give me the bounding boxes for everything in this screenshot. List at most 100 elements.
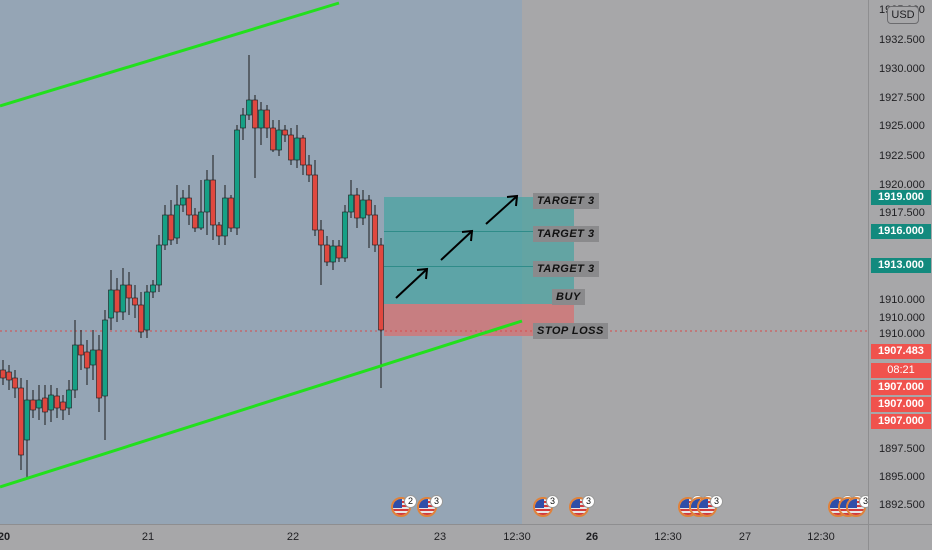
target-low-price-badge: 1913.000 — [871, 258, 931, 273]
bear-candle — [168, 214, 174, 241]
stop-loss-price-badge-3: 1907.000 — [871, 414, 931, 429]
lower-trendline[interactable] — [0, 319, 523, 489]
bull-candle — [24, 399, 30, 441]
price-tick-label: 1927.500 — [879, 92, 925, 104]
bull-candle — [180, 197, 186, 206]
us-flag-icon[interactable] — [846, 497, 866, 517]
bear-candle — [354, 194, 360, 219]
bear-candle — [114, 289, 120, 313]
target-mid-price-badge: 1916.000 — [871, 224, 931, 239]
target-top-price-badge: 1919.000 — [871, 190, 931, 205]
candlestick-series[interactable] — [0, 55, 384, 478]
target-top-label[interactable]: TARGET 3 — [533, 193, 599, 209]
bull-candle — [150, 284, 156, 293]
time-tick-label: 21 — [141, 531, 155, 543]
bear-candle — [0, 369, 6, 379]
bear-candle — [84, 351, 90, 369]
bear-candle — [30, 399, 36, 411]
bear-candle — [132, 297, 138, 306]
event-count-badge: 2 — [404, 495, 417, 508]
time-tick-label: 22 — [286, 531, 300, 543]
bear-candle — [12, 377, 18, 389]
time-tick-label: 20 — [0, 531, 11, 543]
buy-price-badge: 1910.000 — [871, 292, 932, 309]
bear-candle — [252, 99, 258, 129]
currency-button[interactable]: USD — [887, 6, 919, 24]
bear-candle — [282, 129, 288, 136]
bear-candle — [366, 199, 372, 216]
bull-candle — [360, 199, 366, 219]
stop-loss-label[interactable]: STOP LOSS — [533, 323, 608, 339]
bull-candle — [258, 109, 264, 129]
upper-trendline[interactable] — [0, 1, 340, 108]
bear-candle — [54, 395, 60, 409]
bull-candle — [66, 389, 72, 409]
bear-candle — [78, 344, 84, 356]
bear-candle — [210, 179, 216, 226]
scale-corner[interactable] — [868, 524, 932, 550]
target-zone-mid-line — [384, 231, 574, 232]
bear-candle — [312, 174, 318, 231]
time-tick-label: 12:30 — [807, 531, 835, 543]
time-tick-label: 26 — [585, 531, 599, 543]
stop-price-badge: 1910.000 — [871, 326, 932, 343]
bear-candle — [378, 244, 384, 331]
stop-loss-price-badge-1: 1907.000 — [871, 380, 931, 395]
event-count-badge: 3 — [710, 495, 723, 508]
price-tick-label: 1932.500 — [879, 34, 925, 46]
price-tick-label: 1895.000 — [879, 471, 925, 483]
bull-candle — [222, 197, 228, 237]
bear-candle — [300, 137, 306, 166]
bear-candle — [138, 304, 144, 333]
price-tick-label: 1920.000 — [879, 179, 925, 191]
buy-price-badge-2: 1910.000 — [871, 310, 932, 327]
countdown-badge: 08:21 — [871, 363, 931, 378]
bear-candle — [186, 197, 192, 216]
target-zone[interactable] — [384, 197, 574, 304]
bull-candle — [102, 319, 108, 397]
bear-candle — [270, 127, 276, 151]
bear-candle — [216, 224, 222, 237]
bear-candle — [192, 214, 198, 229]
bear-candle — [126, 284, 132, 299]
target-zone-low-line — [384, 266, 574, 267]
bear-candle — [60, 401, 66, 411]
bear-candle — [324, 244, 330, 263]
bull-candle — [294, 137, 300, 161]
bull-candle — [240, 114, 246, 129]
event-count-badge: 3 — [582, 495, 595, 508]
chart-pane[interactable] — [0, 0, 868, 524]
event-count-badge: 3 — [430, 495, 443, 508]
price-tick-label: 1917.500 — [879, 207, 925, 219]
bull-candle — [120, 284, 126, 313]
event-count-badge: 3 — [546, 495, 559, 508]
bear-candle — [306, 164, 312, 176]
stop-loss-price-badge-2: 1907.000 — [871, 397, 931, 412]
price-tick-label: 1892.500 — [879, 499, 925, 511]
bear-candle — [18, 387, 24, 456]
bull-candle — [48, 394, 54, 411]
bear-candle — [318, 229, 324, 246]
bull-candle — [108, 289, 114, 319]
bull-candle — [174, 204, 180, 239]
bull-candle — [276, 129, 282, 151]
bear-candle — [372, 214, 378, 246]
time-scale[interactable] — [0, 524, 868, 550]
bull-candle — [234, 129, 240, 229]
last-price-badge: 1907.483 — [871, 344, 931, 359]
target-low-label[interactable]: TARGET 3 — [533, 261, 599, 277]
time-tick-label: 12:30 — [503, 531, 531, 543]
target-mid-label[interactable]: TARGET 3 — [533, 226, 599, 242]
time-tick-label: 27 — [738, 531, 752, 543]
price-tick-label: 1922.500 — [879, 150, 925, 162]
bear-candle — [96, 349, 102, 399]
bull-candle — [198, 211, 204, 229]
bull-candle — [144, 291, 150, 331]
time-tick-label: 12:30 — [654, 531, 682, 543]
bull-candle — [342, 211, 348, 259]
buy-label[interactable]: BUY — [552, 289, 585, 305]
price-scale[interactable]: 1935.0001932.5001930.0001927.5001925.000… — [868, 0, 932, 524]
bull-candle — [162, 214, 168, 246]
projection-arrows[interactable] — [395, 194, 519, 299]
bull-candle — [72, 344, 78, 391]
